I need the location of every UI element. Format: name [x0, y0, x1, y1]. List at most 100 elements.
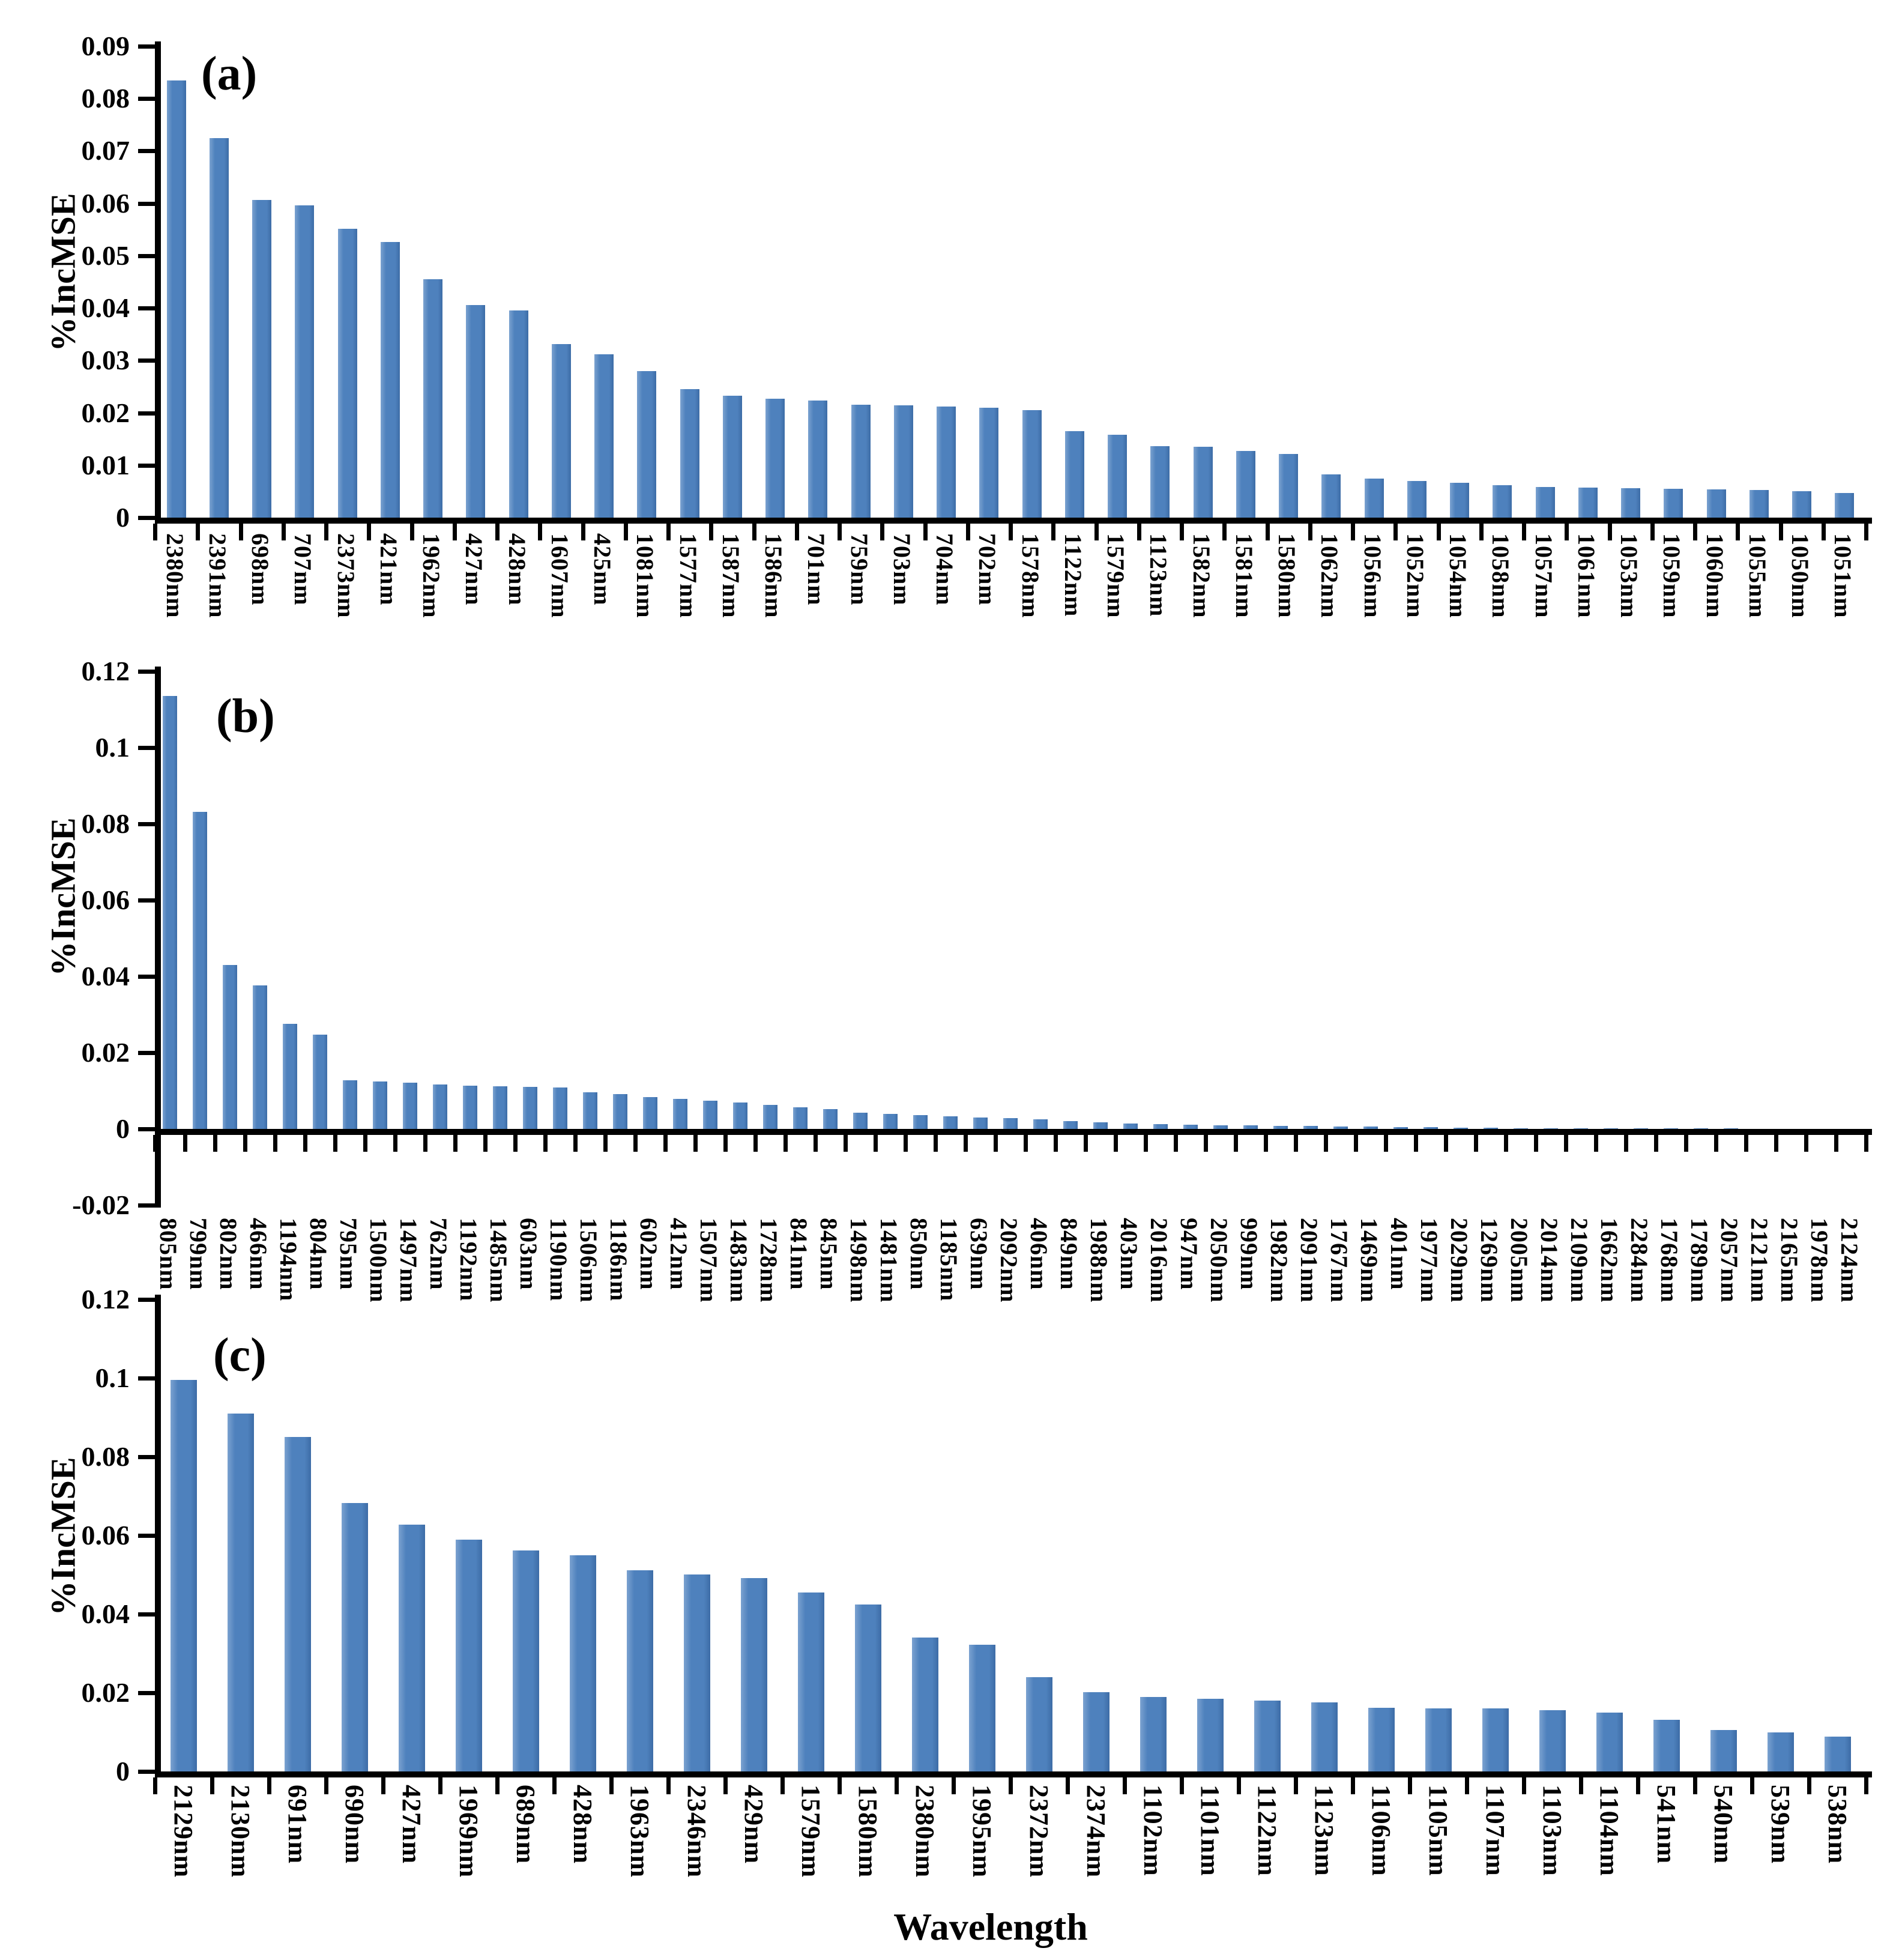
bar-1101nm	[1197, 1699, 1224, 1771]
bar-2057nm	[1724, 1128, 1738, 1129]
bar-1586nm	[765, 399, 785, 518]
x-category-label: 698nm	[247, 533, 274, 606]
x-category-label: 947nm	[1176, 1218, 1203, 1290]
x-tick	[609, 1777, 614, 1794]
bar-1507nm	[703, 1101, 717, 1129]
bar-1969nm	[456, 1540, 482, 1771]
bar-804nm	[313, 1035, 327, 1129]
x-category-label: 1485nm	[485, 1218, 512, 1303]
x-category-label: 1057nm	[1530, 533, 1557, 619]
bar-602nm	[643, 1097, 657, 1129]
x-category-label: 703nm	[889, 533, 916, 606]
x-tick	[1864, 1777, 1868, 1794]
x-category-label: 1728nm	[755, 1218, 782, 1303]
x-tick	[483, 1135, 488, 1152]
x-tick	[573, 1135, 578, 1152]
x-category-label: 1122nm	[1060, 533, 1087, 617]
x-tick	[1324, 1135, 1328, 1152]
x-tick	[1778, 524, 1783, 540]
bar-1581nm	[1236, 451, 1255, 518]
x-tick	[1294, 1777, 1298, 1794]
y-tick	[138, 746, 155, 750]
x-category-label: 2029nm	[1446, 1218, 1473, 1303]
bar-1185nm	[943, 1116, 958, 1129]
x-category-label: 602nm	[635, 1218, 662, 1290]
x-tick	[1009, 1777, 1013, 1794]
x-tick	[1204, 1135, 1208, 1152]
x-category-label: 2284nm	[1626, 1218, 1653, 1303]
x-category-label: 1579nm	[1102, 533, 1129, 619]
y-tick	[138, 411, 155, 416]
x-tick	[452, 524, 457, 540]
x-tick	[153, 1777, 157, 1794]
bar-702nm	[979, 408, 998, 518]
x-tick	[1774, 1135, 1778, 1152]
x-tick	[964, 1135, 968, 1152]
x-category-label: 1581nm	[1231, 533, 1258, 619]
x-tick	[1180, 1777, 1184, 1794]
x-category-label: 428nm	[504, 533, 531, 606]
x-tick	[1744, 1135, 1748, 1152]
x-axis-line	[155, 1771, 1872, 1777]
bar-799nm	[193, 812, 207, 1129]
bar-1963nm	[627, 1570, 653, 1771]
y-tick	[138, 463, 155, 468]
x-category-label: 1498nm	[845, 1218, 872, 1303]
x-category-label: 541nm	[1652, 1785, 1681, 1865]
bar-428nm	[570, 1555, 596, 1771]
x-tick	[552, 1777, 557, 1794]
x-category-label: 1507nm	[695, 1218, 722, 1303]
x-tick	[303, 1135, 307, 1152]
x-category-label: 1469nm	[1356, 1218, 1383, 1303]
x-category-label: 2380nm	[162, 533, 189, 619]
x-tick	[495, 524, 500, 540]
bar-762nm	[433, 1084, 447, 1129]
x-category-label: 1506nm	[575, 1218, 602, 1303]
x-tick	[1607, 524, 1612, 540]
bar-1977nm	[1423, 1127, 1438, 1129]
y-tick-label: 0.06	[81, 187, 130, 219]
x-tick	[1354, 1135, 1358, 1152]
bar-1050nm	[1792, 491, 1811, 518]
x-category-label: 2374nm	[1081, 1785, 1111, 1878]
bar-1579nm	[1108, 435, 1127, 518]
panel-letter-c: (c)	[213, 1329, 267, 1382]
bar-1582nm	[1194, 447, 1213, 518]
y-tick-label: 0.12	[81, 1284, 130, 1314]
x-category-label: 849nm	[1055, 1218, 1082, 1290]
x-tick	[1294, 1135, 1298, 1152]
x-tick	[213, 1135, 217, 1152]
bar-539nm	[1768, 1732, 1794, 1771]
x-tick	[1821, 524, 1826, 540]
x-category-label: 1582nm	[1188, 533, 1215, 619]
x-category-label: 2373nm	[333, 533, 360, 619]
bar-1102nm	[1140, 1697, 1167, 1771]
x-tick	[1123, 1777, 1127, 1794]
bar-2380nm	[912, 1638, 938, 1771]
bar-2014nm	[1544, 1128, 1558, 1129]
y-tick-label: 0.05	[81, 240, 130, 271]
x-tick	[1144, 1135, 1148, 1152]
x-tick	[1693, 524, 1697, 540]
bar-1056nm	[1365, 479, 1384, 518]
x-tick	[1594, 1135, 1598, 1152]
bar-1607nm	[552, 344, 571, 518]
bar-1767nm	[1333, 1127, 1348, 1129]
x-category-label: 1054nm	[1445, 533, 1472, 619]
x-tick	[633, 1135, 638, 1152]
x-category-label: 1587nm	[717, 533, 744, 619]
y-tick-label: 0.09	[81, 31, 130, 61]
y-axis-line	[155, 1295, 161, 1774]
bar-1481nm	[883, 1114, 898, 1129]
bar-2091nm	[1303, 1126, 1318, 1129]
x-tick	[1308, 524, 1312, 540]
x-category-label: 1662nm	[1596, 1218, 1623, 1303]
bar-689nm	[513, 1550, 539, 1771]
x-tick	[1024, 1135, 1028, 1152]
bar-1500nm	[373, 1081, 387, 1129]
x-category-label: 427nm	[460, 533, 488, 606]
x-category-label: 1988nm	[1085, 1218, 1113, 1303]
x-category-label: 1982nm	[1266, 1218, 1293, 1303]
bar-2016nm	[1153, 1124, 1168, 1129]
x-tick	[495, 1777, 500, 1794]
